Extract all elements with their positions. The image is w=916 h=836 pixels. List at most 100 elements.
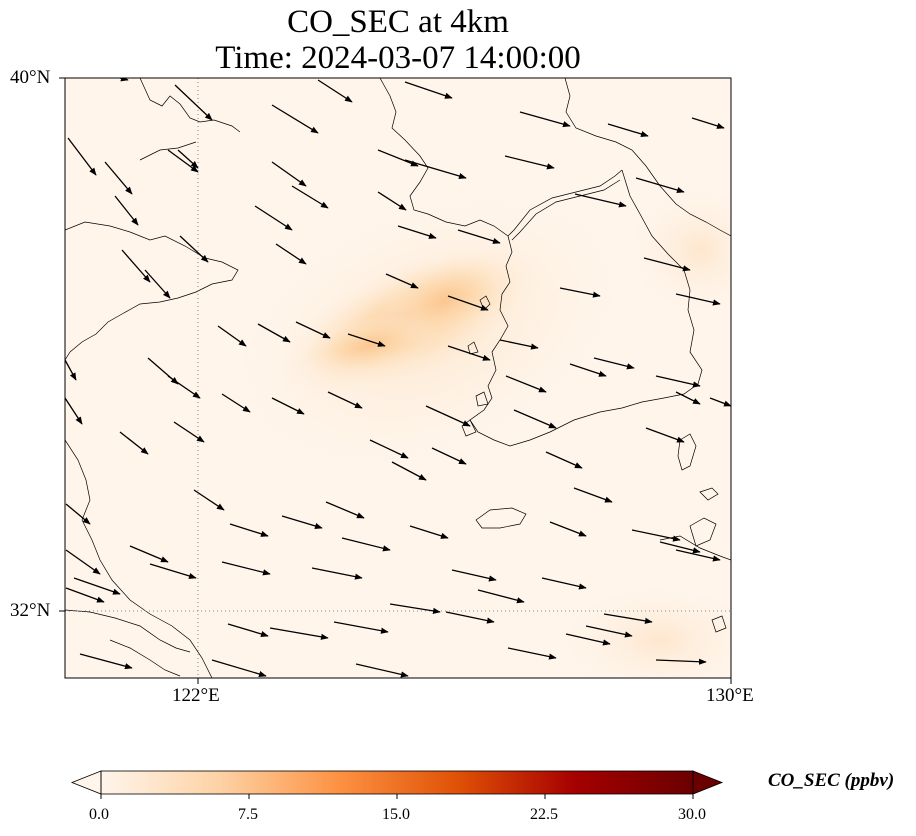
- wind-arrow: [404, 81, 453, 99]
- wind-arrow: [173, 421, 205, 443]
- wind-arrow: [397, 225, 437, 239]
- wind-arrow: [549, 521, 587, 537]
- wind-arrow: [291, 185, 329, 209]
- wind-arrow: [445, 611, 495, 624]
- wind-arrow: [377, 149, 419, 167]
- gridlines: [65, 78, 731, 678]
- wind-arrow: [221, 393, 251, 413]
- wind-arrow: [144, 269, 171, 299]
- colorbar-extend-min: [70, 770, 102, 795]
- wind-arrow: [129, 545, 169, 563]
- wind-arrow: [425, 405, 471, 427]
- lat-tick-label-40n: 40°N: [10, 67, 51, 88]
- wind-arrow: [574, 193, 627, 208]
- axis-ticks: [59, 77, 732, 684]
- wind-arrow: [477, 589, 525, 604]
- wind-arrow: [104, 161, 133, 195]
- wind-arrow: [447, 295, 489, 311]
- map-time-label: Time: 2024-03-07 14:00:00: [215, 40, 581, 76]
- wind-arrow: [271, 397, 305, 415]
- wind-arrow: [675, 549, 721, 562]
- wind-arrow: [174, 84, 213, 121]
- colorbar-tick-label: 22.5: [530, 806, 558, 823]
- wind-arrow: [347, 333, 386, 347]
- wind-arrow: [269, 627, 329, 640]
- wind-arrow: [217, 325, 247, 347]
- wind-arrow: [389, 603, 441, 614]
- colorbar-extend-max: [692, 770, 724, 795]
- wind-arrow: [519, 111, 571, 128]
- wind-arrow: [149, 563, 197, 579]
- colorbar-tick-label: 0.0: [89, 806, 109, 823]
- colorbar-ramp: [101, 771, 693, 794]
- wind-arrow: [385, 273, 419, 289]
- wind-arrow: [504, 155, 555, 170]
- lon-tick-label-122e: 122°E: [172, 685, 220, 706]
- wind-arrow: [257, 323, 291, 343]
- wind-arrow: [659, 541, 701, 554]
- wind-arrow: [545, 451, 583, 469]
- wind-arrow: [221, 561, 271, 576]
- wind-arrow: [451, 569, 497, 582]
- lon-tick-label-130e: 130°E: [706, 685, 754, 706]
- wind-arrow: [275, 243, 307, 265]
- wind-arrow: [447, 345, 491, 361]
- wind-arrow: [607, 123, 649, 137]
- wind-arrow: [643, 257, 691, 272]
- wind-arrow: [193, 489, 225, 511]
- lat-tick-label-32n: 32°N: [10, 600, 51, 621]
- wind-arrow: [355, 663, 409, 678]
- wind-arrow: [79, 653, 133, 670]
- wind-arrow: [709, 397, 731, 407]
- wind-arrow: [281, 515, 323, 529]
- colorbar-title: CO_SEC (ppbv): [768, 770, 895, 791]
- wind-arrow: [573, 487, 613, 503]
- wind-arrow: [377, 191, 407, 211]
- wind-arrow: [254, 205, 293, 231]
- wind-arrow: [655, 375, 701, 388]
- wind-arrow: [457, 229, 501, 244]
- wind-arrow: [65, 587, 105, 603]
- wind-arrow: [317, 79, 353, 103]
- wind-arrow: [311, 567, 363, 580]
- wind-arrow: [645, 427, 685, 443]
- wind-arrow: [603, 613, 653, 624]
- wind-arrow: [675, 293, 721, 306]
- wind-arrow: [229, 523, 269, 537]
- wind-arrow: [593, 357, 635, 370]
- colorbar-tick-label: 15.0: [382, 806, 410, 823]
- wind-vectors: [65, 78, 731, 678]
- wind-arrow: [271, 104, 319, 134]
- wind-arrow: [409, 525, 449, 539]
- wind-arrow: [295, 321, 331, 339]
- wind-arrow: [167, 375, 201, 399]
- wind-arrow: [404, 159, 467, 180]
- wind-arrow: [431, 447, 467, 465]
- wind-arrow: [585, 625, 633, 638]
- wind-arrow: [559, 287, 601, 298]
- wind-arrow: [65, 359, 77, 381]
- wind-arrow: [179, 235, 209, 263]
- wind-arrow: [65, 503, 91, 525]
- colorbar: [70, 770, 724, 799]
- map-title: CO_SEC at 4km: [287, 4, 509, 40]
- co-sec-plume: [210, 174, 731, 678]
- wind-arrow: [325, 501, 365, 519]
- colorbar-tick-label: 30.0: [678, 806, 706, 823]
- wind-arrow: [391, 461, 427, 481]
- wind-arrow: [271, 161, 307, 187]
- wind-arrow: [369, 439, 409, 459]
- wind-arrow: [333, 621, 389, 634]
- wind-arrow: [569, 363, 607, 377]
- wind-arrow: [114, 195, 139, 226]
- wind-arrow: [675, 391, 701, 405]
- wind-arrow: [691, 117, 725, 129]
- wind-arrow: [73, 577, 121, 595]
- wind-arrow: [67, 137, 97, 176]
- wind-arrow: [327, 391, 363, 409]
- wind-arrow: [341, 537, 391, 552]
- wind-arrow: [499, 339, 539, 350]
- wind-arrow: [177, 149, 199, 169]
- wind-arrow: [565, 633, 611, 646]
